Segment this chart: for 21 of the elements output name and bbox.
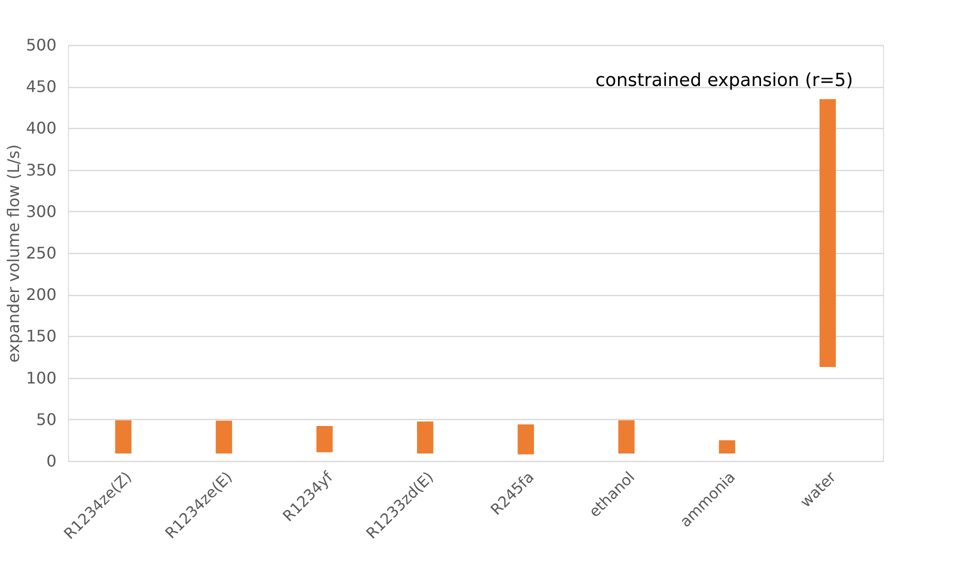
bar [417, 421, 434, 454]
bar [518, 424, 534, 454]
y-tick-label: 500 [26, 36, 56, 54]
y-tick-label: 150 [26, 326, 56, 346]
y-tick-label: 450 [26, 77, 56, 96]
y-tick-label: 300 [26, 202, 56, 221]
y-tick-label: 0 [46, 452, 56, 470]
y-tick-label: 250 [26, 244, 56, 262]
y-tick-label: 100 [26, 368, 56, 388]
y-tick-label: 200 [26, 285, 56, 304]
y-tick-label: 350 [26, 160, 56, 180]
y-axis-title: expander volume flow (L/s) [4, 144, 23, 363]
y-tick-label: 400 [26, 118, 56, 138]
bar [718, 440, 736, 454]
bar [216, 420, 232, 454]
annotation: constrained expansion (r=5) [595, 70, 853, 91]
bar [316, 426, 333, 452]
y-tick-label: 50 [36, 410, 56, 429]
bar [115, 420, 132, 454]
bar [618, 420, 635, 454]
bar [820, 99, 836, 367]
